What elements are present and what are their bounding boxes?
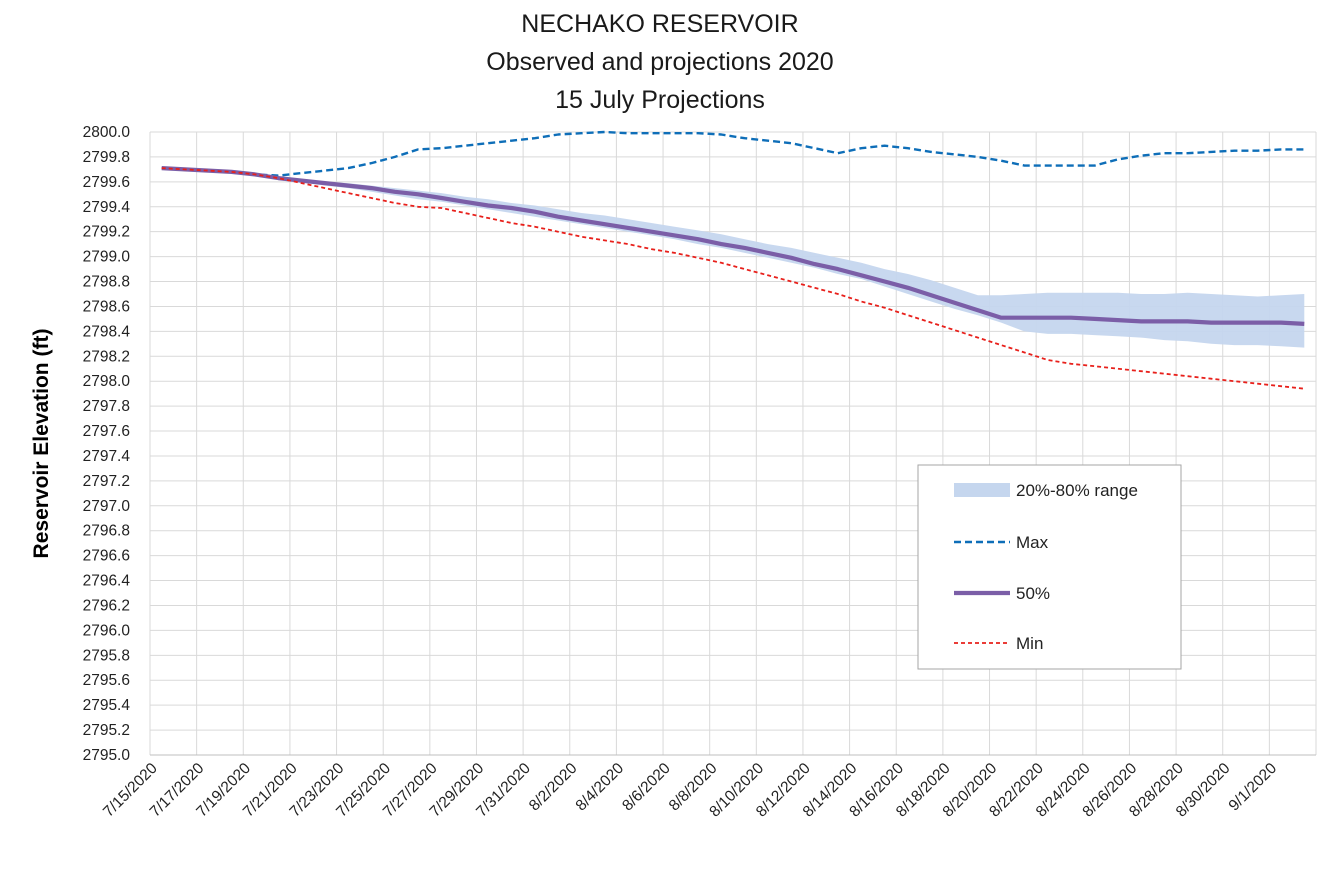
y-tick-label: 2797.0 [83,498,131,515]
y-axis-title: Reservoir Elevation (ft) [30,329,53,559]
y-tick-label: 2797.2 [83,473,130,490]
y-tick-label: 2799.0 [83,249,131,266]
grid [149,131,1317,756]
chart-title: NECHAKO RESERVOIR [521,10,799,38]
y-tick-label: 2795.6 [83,672,130,689]
legend-swatch [954,483,1010,497]
legend: 20%-80% range Max 50% Min [917,464,1182,670]
legend-box [917,464,1182,670]
legend-label: 50% [1016,584,1050,603]
series-line-max [161,130,1305,177]
y-tick-label: 2796.2 [83,597,130,614]
x-tick-label: 8/4/2020 [573,760,628,815]
y-tick-label: 2796.6 [83,548,130,565]
y-tick-label: 2795.2 [83,722,130,739]
y-tick-label: 2798.4 [83,323,131,340]
x-tick-label: 8/6/2020 [619,760,674,815]
x-tick-label: 8/2/2020 [526,760,581,815]
legend-label: Min [1016,634,1043,653]
line-layer [161,130,1305,390]
y-tick-label: 2797.8 [83,398,130,415]
legend-label: 20%-80% range [1016,481,1138,500]
legend-label: Max [1016,533,1049,552]
x-tick-label: 9/1/2020 [1225,760,1280,815]
y-tick-label: 2795.0 [83,747,131,764]
y-tick-label: 2796.8 [83,523,130,540]
chart-subtitle-2: 15 July Projections [555,86,765,114]
y-tick-label: 2798.2 [83,348,130,365]
band-layer [161,168,1305,348]
y-tick-label: 2800.0 [83,124,131,141]
y-tick-label: 2797.6 [83,423,130,440]
y-tick-label: 2799.6 [83,174,130,191]
series-line-50- [161,166,1305,326]
y-tick-label: 2796.4 [83,573,131,590]
y-tick-label: 2799.8 [83,149,130,166]
y-tick-label: 2798.6 [83,298,130,315]
y-tick-label: 2798.8 [83,274,130,291]
y-tick-label: 2797.4 [83,448,131,465]
series-line-min [161,167,1305,390]
band-range-20-80 [161,168,1305,348]
y-tick-label: 2795.4 [83,697,131,714]
y-tick-label: 2795.8 [83,647,130,664]
y-tick-label: 2798.0 [83,373,131,390]
y-tick-label: 2796.0 [83,622,131,639]
y-tick-label: 2799.2 [83,224,130,241]
chart-subtitle: Observed and projections 2020 [486,48,834,76]
y-tick-label: 2799.4 [83,199,131,216]
